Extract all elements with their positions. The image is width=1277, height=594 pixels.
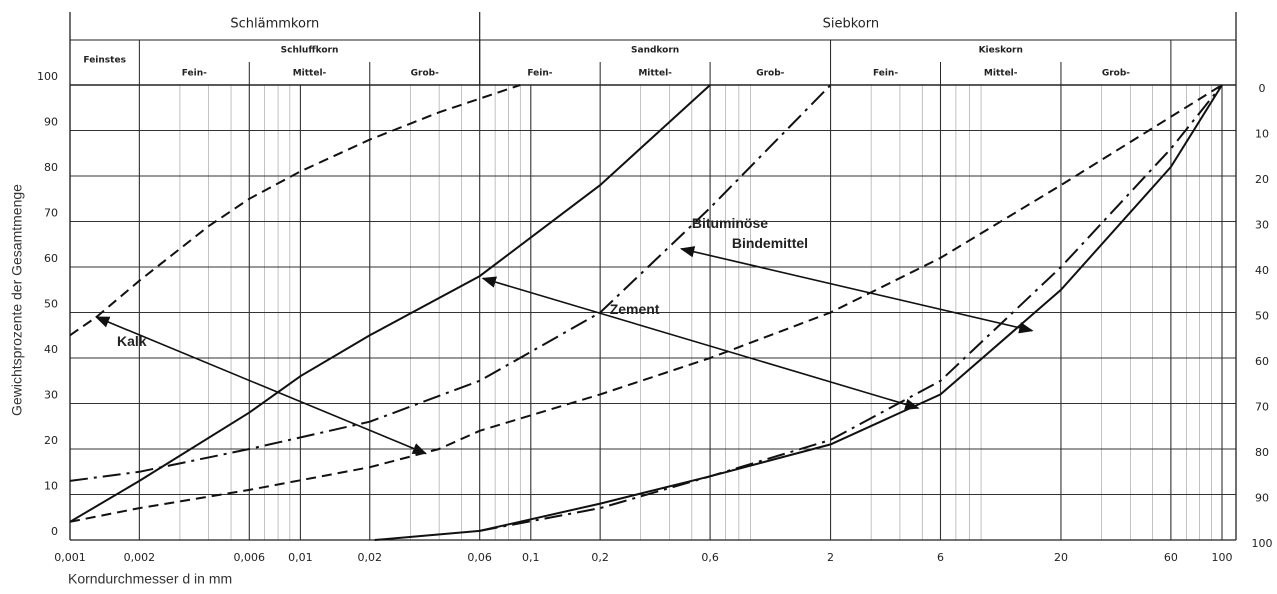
annotation: Zement [610, 301, 660, 317]
y2-tick-label: 100 [1252, 537, 1273, 550]
header-label: Siebkorn [823, 17, 880, 32]
x-axis-label: Korndurchmesser d in mm [68, 571, 232, 587]
x-tick-label: 0,1 [522, 551, 540, 564]
annotation-arrow [679, 246, 1034, 334]
x-tick-label: 0,6 [701, 551, 719, 564]
curve [69, 84, 521, 337]
sub-label: Grob- [411, 69, 439, 79]
annotation-arrow [481, 276, 920, 410]
y-tick-label: 60 [44, 252, 58, 265]
group-label: Sandkorn [631, 46, 679, 56]
curve [69, 84, 1223, 523]
x-tick-label: 100 [1212, 551, 1233, 564]
group-label: Kieskorn [979, 46, 1023, 56]
curve [69, 84, 832, 482]
annotation: Bituminöse [692, 215, 768, 231]
y2-tick-label: 30 [1255, 219, 1269, 232]
y-tick-label: 50 [44, 298, 58, 311]
x-tick-label: 6 [937, 551, 944, 564]
y-tick-label: 20 [44, 434, 58, 447]
sub-label: Mittel- [984, 69, 1018, 79]
x-tick-label: 0,2 [591, 551, 609, 564]
x-tick-label: 2 [827, 551, 834, 564]
curve [479, 84, 1223, 532]
sub-label: Mittel- [638, 69, 672, 79]
x-tick-label: 0,002 [124, 551, 156, 564]
y2-tick-label: 10 [1255, 128, 1269, 141]
x-tick-label: 0,06 [467, 551, 492, 564]
y-tick-label: 100 [37, 70, 58, 83]
y2-tick-label: 0 [1259, 82, 1266, 95]
y2-tick-label: 20 [1255, 173, 1269, 186]
y-tick-label: 30 [44, 389, 58, 402]
x-tick-label: 0,006 [234, 551, 266, 564]
annotation-arrow [94, 316, 428, 455]
y-tick-label: 90 [44, 116, 58, 129]
sub-label: Fein- [182, 69, 207, 79]
y-tick-label: 10 [44, 480, 58, 493]
x-tick-label: 0,02 [358, 551, 383, 564]
sub-label: Fein- [527, 69, 552, 79]
group-label: Feinstes [83, 56, 126, 66]
annotation: Bindemittel [732, 235, 808, 251]
sub-label: Fein- [873, 69, 898, 79]
y2-tick-label: 80 [1255, 446, 1269, 459]
y2-tick-label: 60 [1255, 355, 1269, 368]
x-tick-label: 0,001 [54, 551, 86, 564]
x-tick-label: 0,01 [288, 551, 313, 564]
x-tick-label: 20 [1054, 551, 1068, 564]
group-label: Schluffkorn [281, 46, 339, 56]
sub-label: Mittel- [293, 69, 327, 79]
y2-tick-label: 50 [1255, 310, 1269, 323]
sub-label: Grob- [1102, 69, 1130, 79]
header-label: Schlämmkorn [230, 17, 319, 32]
y2-tick-label: 40 [1255, 264, 1269, 277]
y-tick-label: 40 [44, 343, 58, 356]
y-axis-label: Gewichtsprozente der Gesamtmenge [9, 184, 25, 416]
y-tick-label: 0 [51, 525, 58, 538]
x-tick-label: 60 [1164, 551, 1178, 564]
y2-tick-label: 90 [1255, 492, 1269, 505]
y-tick-label: 70 [44, 207, 58, 220]
y2-tick-label: 70 [1255, 401, 1269, 414]
curve [374, 84, 1223, 541]
sub-label: Grob- [756, 69, 784, 79]
y-tick-label: 80 [44, 161, 58, 174]
